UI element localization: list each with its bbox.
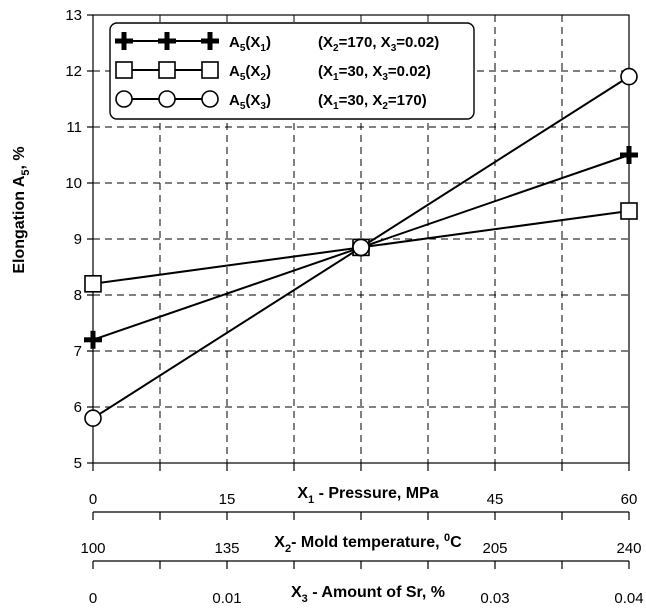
legend-marker (158, 90, 176, 108)
data-point (84, 409, 102, 428)
x-tick-label: 45 (487, 491, 504, 508)
x-tick-label: 0.01 (212, 590, 241, 607)
legend-marker (158, 61, 176, 79)
x-axis-title: X1 - Pressure, MPa (297, 485, 438, 506)
y-axis-title: Elongation A5, % (11, 146, 32, 273)
x-tick-label: 205 (482, 540, 507, 557)
legend-series-condition: (X1=30, X3=0.02) (318, 63, 431, 83)
legend-series-condition: (X2=170, X3=0.02) (318, 34, 439, 54)
x-tick-label: 0 (89, 491, 97, 508)
data-point (620, 67, 638, 86)
x-tick-label: 240 (616, 540, 641, 557)
legend-series-name: A5(X2) (229, 63, 271, 83)
y-tick-label: 10 (65, 175, 82, 192)
x-tick-label: 0 (89, 590, 97, 607)
x-tick-label: 15 (219, 491, 236, 508)
y-tick-label: 7 (74, 343, 82, 360)
legend-marker (115, 32, 133, 50)
legend-series-name: A5(X3) (229, 92, 271, 112)
legend-marker (115, 90, 133, 108)
legend-series-name: A5(X1) (229, 34, 271, 54)
data-point (84, 274, 102, 293)
x-tick-label: 0.04 (614, 590, 643, 607)
x-tick-label: 60 (621, 491, 638, 508)
y-tick-label: 6 (74, 399, 82, 416)
legend-marker (201, 90, 219, 108)
series-layer (84, 67, 638, 428)
legend-box (109, 22, 475, 120)
plus-marker-v (626, 146, 632, 164)
x-axis-1: 0 15 45 60 X1 - Pressure, MPa (89, 463, 638, 508)
y-tick-label: 12 (65, 63, 82, 80)
y-tick-label: 8 (74, 287, 82, 304)
legend-entry-1: A5(X1) (X2=170, X3=0.02) (115, 32, 439, 54)
plus-marker-v (207, 32, 213, 50)
legend-entry-2: A5(X2) (X1=30, X3=0.02) (115, 61, 431, 83)
legend-series-condition: (X1=30, X2=170) (318, 92, 427, 112)
x-tick-label: 0.03 (480, 590, 509, 607)
x-tick-label: 100 (80, 540, 105, 557)
x-axis-title: X2- Mold temperature, 0C (274, 532, 462, 555)
y-tick-label: 9 (74, 231, 82, 248)
x-axes: 0 15 45 60 X1 - Pressure, MPa 100 135 205 240 X2-… (80, 463, 644, 607)
x-axis-title: X3 - Amount of Sr, % (291, 584, 445, 605)
plus-marker-v (90, 330, 96, 349)
legend: A5(X1) (X2=170, X3=0.02) A5(X2) (X1=30, X3=… (109, 22, 475, 120)
x-axis-2: 100 135 205 240 X2- Mold temperature, 0C (80, 511, 642, 557)
plus-marker-v (121, 32, 127, 50)
legend-marker (201, 61, 219, 79)
y-tick-label: 13 (65, 7, 82, 24)
y-tick-label: 11 (66, 119, 82, 136)
legend-marker (158, 32, 176, 50)
x-axis-3: 0 0.01 0.03 0.04 X3 - Amount of Sr, % (89, 560, 644, 607)
data-point (352, 238, 370, 257)
data-point (620, 202, 638, 220)
legend-entry-3: A5(X3) (X1=30, X2=170) (115, 90, 427, 112)
y-axis: 5 6 7 8 9 10 11 12 13 (65, 7, 93, 472)
x-tick-label: 135 (214, 540, 239, 557)
y-tick-label: 5 (74, 455, 82, 472)
legend-marker (201, 32, 219, 50)
series-3 (84, 67, 638, 428)
legend-marker (115, 61, 133, 79)
plus-marker-v (164, 32, 170, 50)
data-point (620, 146, 638, 164)
data-point (84, 330, 102, 349)
